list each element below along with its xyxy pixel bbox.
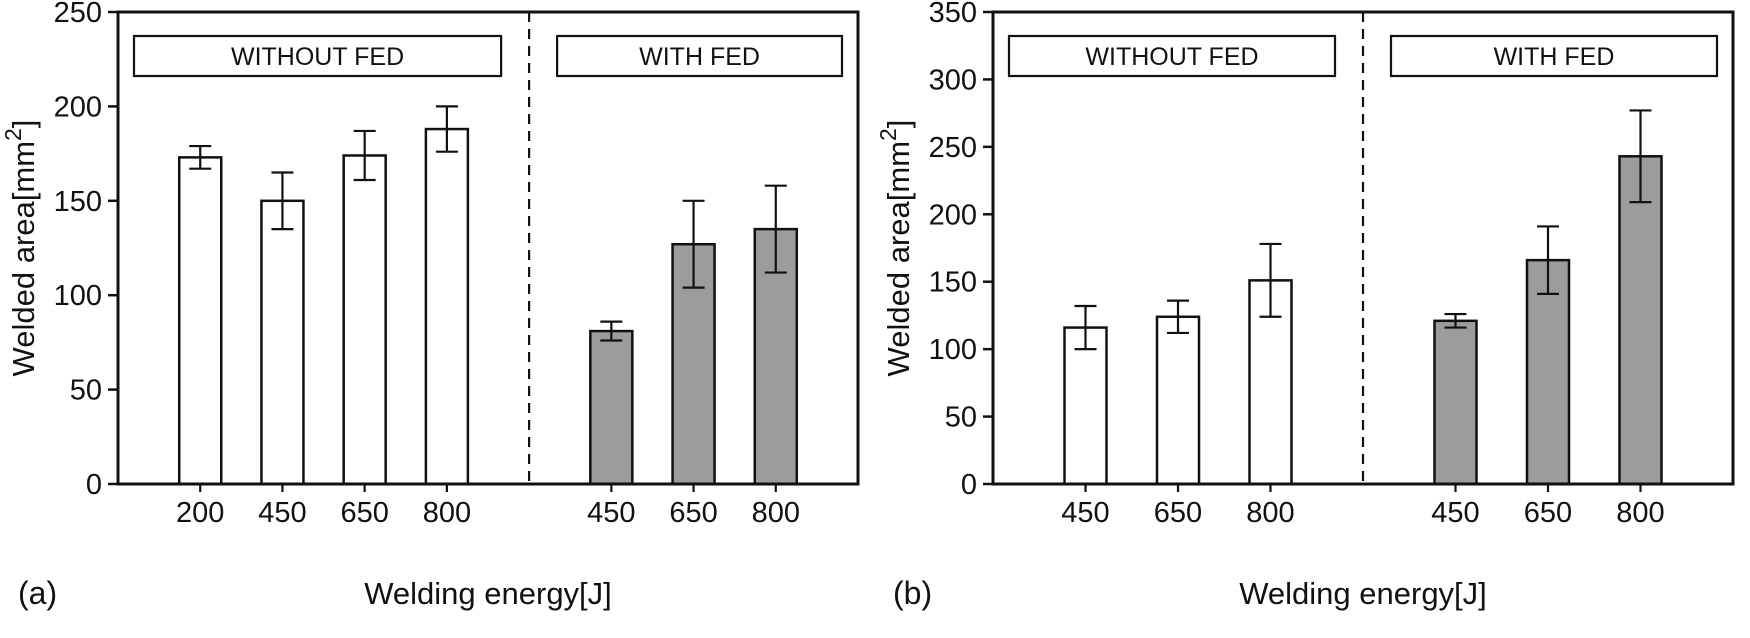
chart-a-bar-chart: 200 450 650 800 450 650 800 WITHOUT FED WITH FED… (0, 0, 860, 611)
y-tick-label: 100 (929, 334, 977, 366)
legend-label-with-fed: WITH FED (1494, 43, 1615, 71)
y-tick-label: 250 (54, 0, 102, 29)
bar-without-fed-450 (1063, 326, 1108, 486)
error-bar-without-fed-450 (271, 171, 294, 231)
y-tick-label: 250 (929, 132, 977, 164)
error-bar-with-fed-650 (682, 199, 705, 289)
y-tick-label: 200 (54, 91, 102, 123)
x-tick-label: 450 (258, 497, 306, 529)
panel-a: 200 450 650 800 450 650 800 WITHOUT FED WITH FED… (0, 0, 875, 633)
error-bar-without-fed-450 (1074, 304, 1097, 351)
error-bar-without-fed-650 (353, 129, 376, 182)
error-bar-without-fed-800 (435, 105, 458, 153)
legend-box-with-fed (1389, 34, 1719, 78)
legend-box-without-fed (1007, 34, 1337, 78)
panel-label: (a) (18, 575, 57, 611)
plot-frame (116, 10, 860, 486)
error-bar-with-fed-450 (600, 320, 623, 342)
legend-box-with-fed (556, 34, 844, 78)
x-tick-label: 450 (587, 497, 635, 529)
x-tick-label: 450 (1431, 497, 1479, 529)
error-bar-without-fed-800 (1259, 242, 1282, 318)
x-axis-title: Welding energy[J] (364, 576, 612, 611)
y-tick-label: 50 (70, 375, 102, 407)
legend-label-without-fed: WITHOUT FED (231, 43, 404, 71)
bar-without-fed-650 (342, 154, 387, 486)
error-bar-with-fed-650 (1537, 225, 1559, 295)
bar-with-fed-450 (1433, 319, 1478, 486)
bar-with-fed-800 (1618, 155, 1663, 486)
x-tick-label: 800 (752, 497, 800, 529)
bar-without-fed-200 (177, 156, 223, 486)
x-tick-label: 650 (669, 497, 717, 529)
y-tick-label: 150 (929, 267, 977, 299)
y-tick-label: 350 (929, 0, 977, 29)
bar-with-fed-450 (589, 329, 634, 486)
error-bar-with-fed-800 (764, 184, 787, 274)
x-tick-label: 800 (423, 497, 471, 529)
y-tick-label: 150 (54, 186, 102, 218)
chart-b-bar-chart: 450 650 800 450 650 800 WITHOUT FED WITH FED 0 50… (875, 0, 1735, 611)
x-tick-label: 650 (1154, 497, 1202, 529)
y-tick-label: 200 (929, 199, 977, 231)
legend-box-without-fed (132, 34, 503, 78)
plot-frame (991, 10, 1735, 486)
bar-without-fed-650 (1155, 315, 1201, 486)
bar-without-fed-450 (260, 199, 305, 486)
x-tick-label: 800 (1246, 497, 1294, 529)
y-tick-label: 0 (961, 469, 977, 501)
legend-label-with-fed: WITH FED (639, 43, 760, 71)
panel-label: (b) (893, 575, 932, 611)
error-bar-without-fed-650 (1167, 299, 1189, 335)
y-tick-label: 100 (54, 280, 102, 312)
y-tick-label: 300 (929, 64, 977, 96)
x-tick-label: 650 (340, 497, 388, 529)
x-tick-label: 800 (1616, 497, 1664, 529)
x-tick-label: 200 (176, 497, 224, 529)
legend-label-without-fed: WITHOUT FED (1085, 43, 1258, 71)
error-bar-without-fed-200 (189, 144, 212, 170)
bar-with-fed-650 (1525, 258, 1571, 486)
x-tick-label: 650 (1524, 497, 1572, 529)
y-tick-label: 50 (945, 402, 977, 434)
error-bar-with-fed-800 (1629, 109, 1652, 204)
y-axis-title: Welded area[mm2] (0, 120, 41, 377)
x-axis-title: Welding energy[J] (1239, 576, 1487, 611)
error-bar-with-fed-450 (1444, 312, 1467, 329)
panel-b: 450 650 800 450 650 800 WITHOUT FED WITH FED 0 50… (875, 0, 1750, 633)
y-axis-title: Welded area[mm2] (875, 120, 916, 377)
x-tick-label: 450 (1061, 497, 1109, 529)
y-tick-label: 0 (86, 469, 102, 501)
bar-without-fed-800 (424, 127, 470, 486)
